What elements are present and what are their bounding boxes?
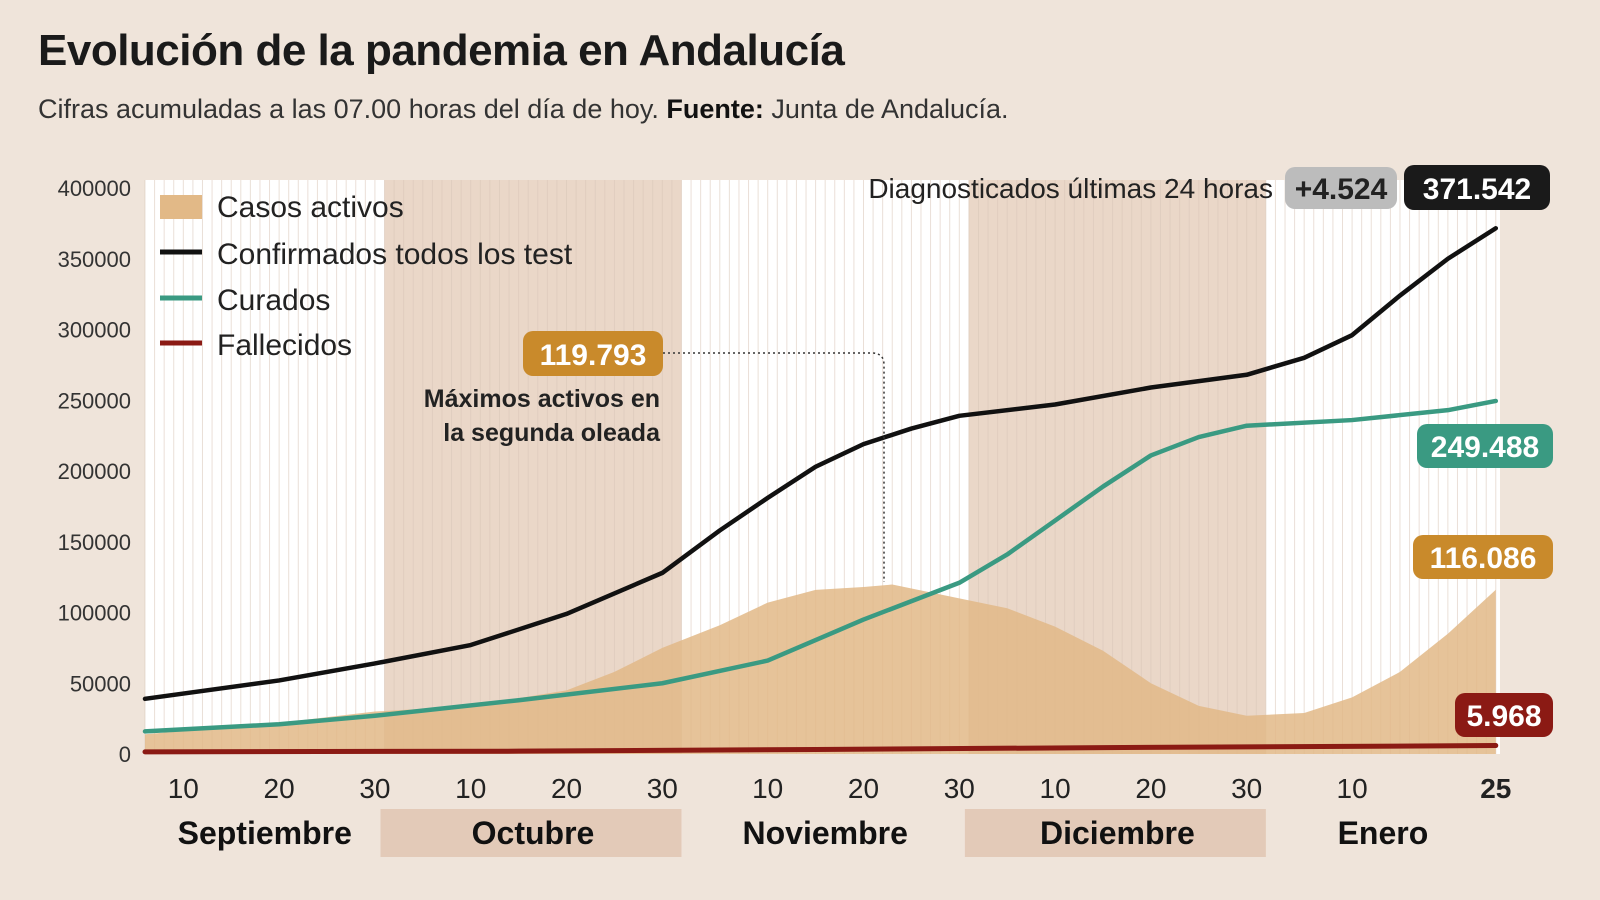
month-band xyxy=(384,180,682,754)
x-tick-label: 25 xyxy=(1480,773,1511,804)
legend-swatch-activos xyxy=(160,195,202,219)
y-tick-label: 300000 xyxy=(58,318,131,343)
y-tick-label: 100000 xyxy=(58,601,131,626)
month-label: Septiembre xyxy=(178,815,352,851)
fallecidos-total-value: 5.968 xyxy=(1466,700,1541,733)
confirmed-total-badge xyxy=(1404,165,1550,210)
legend-label-activos: Casos activos xyxy=(217,191,404,224)
x-tick-label: 20 xyxy=(264,773,295,804)
x-tick-label: 30 xyxy=(1231,773,1262,804)
x-tick-label: 20 xyxy=(848,773,879,804)
series-line-fallecidos xyxy=(142,743,1499,755)
x-tick-label: 10 xyxy=(168,773,199,804)
month-label-band xyxy=(380,809,682,857)
y-tick-label: 400000 xyxy=(58,176,131,201)
month-label-band xyxy=(964,809,1266,857)
subtitle-text: Cifras acumuladas a las 07.00 horas del … xyxy=(38,94,667,124)
curados-total-badge xyxy=(1417,424,1553,468)
peak-text-1: Máximos activos en xyxy=(424,385,660,413)
legend: Casos activos Confirmados todos los test… xyxy=(160,191,573,362)
daily-new-value: +4.524 xyxy=(1295,173,1388,206)
x-tick-label: 10 xyxy=(752,773,783,804)
chart-title: Evolución de la pandemia en Andalucía xyxy=(38,26,845,75)
x-tick-label: 10 xyxy=(455,773,486,804)
series-area-casos-activos xyxy=(145,584,1496,754)
fallecidos-total-badge xyxy=(1455,693,1553,737)
legend-label-fallecidos: Fallecidos xyxy=(217,329,352,362)
x-tick-label: 10 xyxy=(1337,773,1368,804)
x-tick-label: 30 xyxy=(647,773,678,804)
curados-total-value: 249.488 xyxy=(1431,431,1539,464)
series-line-curados xyxy=(142,398,1499,734)
x-tick-label: 30 xyxy=(944,773,975,804)
y-tick-label: 150000 xyxy=(58,530,131,555)
y-tick-label: 250000 xyxy=(58,388,131,413)
month-label: Octubre xyxy=(472,815,595,851)
confirmed-total-value: 371.542 xyxy=(1423,173,1531,206)
subtitle-source-label: Fuente: xyxy=(666,94,764,124)
diagnosed-24h-label: Diagnosticados últimas 24 horas xyxy=(868,173,1273,204)
daily-new-badge xyxy=(1285,167,1397,209)
month-label: Diciembre xyxy=(1040,815,1195,851)
y-tick-label: 50000 xyxy=(70,671,131,696)
subtitle-source: Junta de Andalucía. xyxy=(763,94,1009,124)
series-line-confirmados xyxy=(142,226,1499,702)
y-tick-label: 350000 xyxy=(58,247,131,272)
x-tick-label: 20 xyxy=(1135,773,1166,804)
month-label: Enero xyxy=(1338,815,1429,851)
y-tick-label: 200000 xyxy=(58,459,131,484)
activos-total-badge xyxy=(1413,535,1553,579)
peak-badge xyxy=(523,331,663,376)
legend-label-curados: Curados xyxy=(217,284,330,317)
legend-label-confirmados: Confirmados todos los test xyxy=(217,238,573,271)
peak-value: 119.793 xyxy=(540,339,647,372)
peak-text-2: la segunda oleada xyxy=(443,419,661,447)
chart-subtitle: Cifras acumuladas a las 07.00 horas del … xyxy=(38,94,1009,125)
x-tick-label: 20 xyxy=(551,773,582,804)
activos-total-value: 116.086 xyxy=(1430,542,1537,575)
month-band xyxy=(145,180,385,754)
month-label: Noviembre xyxy=(742,815,907,851)
x-tick-label: 10 xyxy=(1040,773,1071,804)
x-tick-label: 30 xyxy=(359,773,390,804)
y-tick-label: 0 xyxy=(119,742,131,767)
